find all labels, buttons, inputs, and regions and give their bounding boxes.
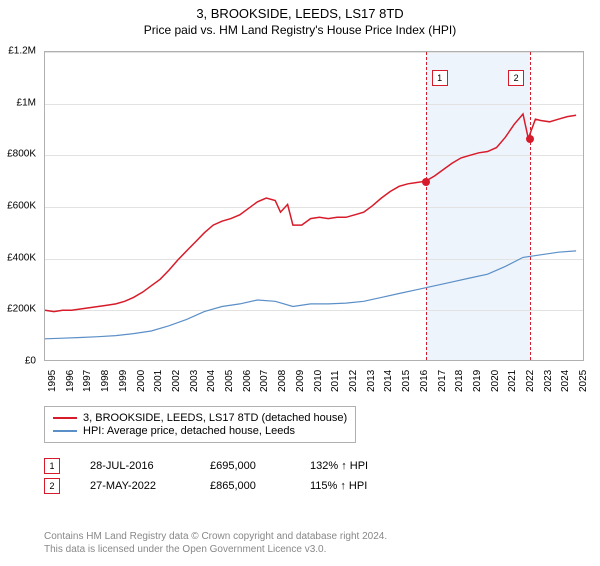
legend-item: HPI: Average price, detached house, Leed… xyxy=(53,425,347,437)
sale-point xyxy=(526,135,534,143)
x-tick-label: 2008 xyxy=(277,370,288,392)
line-series xyxy=(45,52,585,362)
chart-area: 12 £0£200K£400K£600K£800K£1M£1.2M xyxy=(44,51,584,361)
sales-table: 1 28-JUL-2016 £695,000 132% ↑ HPI 2 27-M… xyxy=(44,454,410,498)
x-tick-label: 1995 xyxy=(47,370,58,392)
legend-label: 3, BROOKSIDE, LEEDS, LS17 8TD (detached … xyxy=(83,412,347,424)
chart-subtitle: Price paid vs. HM Land Registry's House … xyxy=(0,23,600,37)
sales-hpi: 115% ↑ HPI xyxy=(310,480,410,492)
x-tick-label: 2004 xyxy=(206,370,217,392)
sales-date: 28-JUL-2016 xyxy=(90,460,180,472)
sales-row: 2 27-MAY-2022 £865,000 115% ↑ HPI xyxy=(44,478,410,494)
sales-price: £695,000 xyxy=(210,460,280,472)
x-tick-label: 2023 xyxy=(543,370,554,392)
x-tick-label: 2000 xyxy=(136,370,147,392)
chart-marker-box: 2 xyxy=(508,70,524,86)
sale-point xyxy=(422,178,430,186)
sales-marker-box: 1 xyxy=(44,458,60,474)
x-tick-label: 2012 xyxy=(348,370,359,392)
y-tick-label: £1M xyxy=(0,97,36,108)
x-tick-label: 2024 xyxy=(560,370,571,392)
legend-item: 3, BROOKSIDE, LEEDS, LS17 8TD (detached … xyxy=(53,412,347,424)
y-tick-label: £0 xyxy=(0,356,36,367)
x-tick-label: 2015 xyxy=(401,370,412,392)
x-tick-label: 2003 xyxy=(189,370,200,392)
x-tick-label: 2022 xyxy=(525,370,536,392)
sales-hpi: 132% ↑ HPI xyxy=(310,460,410,472)
legend-label: HPI: Average price, detached house, Leed… xyxy=(83,425,295,437)
x-tick-label: 2017 xyxy=(437,370,448,392)
x-tick-label: 1998 xyxy=(100,370,111,392)
sales-row: 1 28-JUL-2016 £695,000 132% ↑ HPI xyxy=(44,458,410,474)
x-tick-label: 2010 xyxy=(313,370,324,392)
footer: Contains HM Land Registry data © Crown c… xyxy=(44,530,387,556)
x-tick-label: 2019 xyxy=(472,370,483,392)
x-tick-label: 2020 xyxy=(490,370,501,392)
sales-price: £865,000 xyxy=(210,480,280,492)
x-tick-label: 1997 xyxy=(82,370,93,392)
legend: 3, BROOKSIDE, LEEDS, LS17 8TD (detached … xyxy=(44,406,356,443)
sales-marker-box: 2 xyxy=(44,478,60,494)
legend-swatch xyxy=(53,417,77,419)
plot-frame: 12 xyxy=(44,51,584,361)
legend-swatch xyxy=(53,430,77,432)
x-tick-label: 1996 xyxy=(65,370,76,392)
chart-container: 3, BROOKSIDE, LEEDS, LS17 8TD Price paid… xyxy=(0,6,600,566)
x-tick-label: 2018 xyxy=(454,370,465,392)
x-tick-label: 2007 xyxy=(259,370,270,392)
x-tick-label: 2006 xyxy=(242,370,253,392)
x-tick-label: 2016 xyxy=(419,370,430,392)
x-tick-label: 2013 xyxy=(366,370,377,392)
footer-line: Contains HM Land Registry data © Crown c… xyxy=(44,530,387,543)
y-tick-label: £200K xyxy=(0,304,36,315)
x-tick-label: 2011 xyxy=(330,370,341,392)
y-tick-label: £800K xyxy=(0,149,36,160)
chart-marker-box: 1 xyxy=(432,70,448,86)
y-tick-label: £1.2M xyxy=(0,46,36,57)
y-tick-label: £400K xyxy=(0,252,36,263)
x-tick-label: 2001 xyxy=(153,370,164,392)
x-tick-label: 2021 xyxy=(507,370,518,392)
x-tick-label: 2009 xyxy=(295,370,306,392)
x-axis-labels: 1995 1996 1997 1998 1999 2000 2001 2002 2003 2004… xyxy=(44,364,584,404)
x-tick-label: 2002 xyxy=(171,370,182,392)
chart-title: 3, BROOKSIDE, LEEDS, LS17 8TD xyxy=(0,6,600,21)
footer-line: This data is licensed under the Open Gov… xyxy=(44,543,387,556)
y-tick-label: £600K xyxy=(0,201,36,212)
x-tick-label: 2014 xyxy=(383,370,394,392)
sales-date: 27-MAY-2022 xyxy=(90,480,180,492)
x-tick-label: 2025 xyxy=(578,370,589,392)
x-tick-label: 2005 xyxy=(224,370,235,392)
x-tick-label: 1999 xyxy=(118,370,129,392)
